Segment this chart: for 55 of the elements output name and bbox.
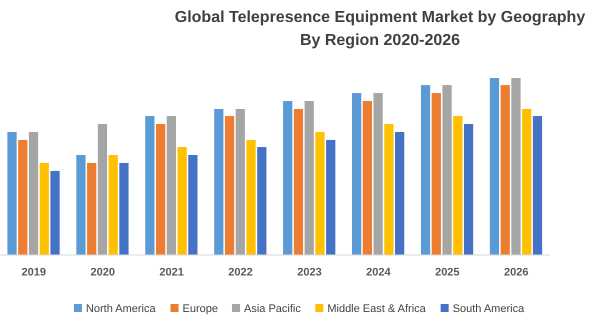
bar: [156, 124, 166, 255]
bar: [166, 116, 176, 255]
x-tick-label: 2020: [90, 266, 115, 279]
bar: [315, 132, 325, 255]
legend-label: North America: [86, 303, 156, 315]
x-tick-label: 2021: [159, 266, 184, 279]
x-tick-label: 2023: [297, 266, 322, 279]
bar: [352, 93, 362, 255]
bar: [374, 93, 383, 255]
bar: [304, 101, 314, 255]
bar: [188, 154, 198, 255]
bar: [257, 147, 266, 255]
bar: [442, 85, 452, 255]
bar: [214, 108, 224, 255]
legend-label: Asia Pacific: [244, 303, 302, 315]
bar: [395, 132, 404, 255]
bar: [326, 140, 336, 255]
x-tick-label: 2019: [22, 266, 46, 279]
bar: [283, 101, 292, 255]
chart-title: Global Telepresence Equipment Market by Geography: [174, 9, 586, 26]
bar: [40, 162, 49, 255]
bar: [490, 78, 500, 255]
legend-label: South America: [452, 303, 526, 315]
bar: [532, 116, 542, 255]
x-tick-label: 2025: [435, 266, 460, 279]
bar: [108, 154, 118, 255]
bar: [98, 124, 108, 255]
bar: [294, 108, 304, 255]
bar: [246, 140, 256, 255]
bar: [384, 124, 394, 255]
bar: [224, 116, 234, 255]
legend-label: Europe: [182, 303, 218, 315]
bar: [76, 154, 86, 255]
bar: [145, 116, 154, 255]
bar: [119, 162, 129, 255]
bar: [464, 124, 474, 255]
bar: [177, 147, 187, 255]
legend-label: Middle East & Africa: [327, 303, 427, 315]
bar: [432, 93, 441, 255]
x-tick-label: 2022: [228, 266, 253, 279]
bar: [522, 108, 532, 255]
bar: [236, 108, 245, 255]
bar: [28, 132, 38, 255]
bar: [420, 85, 430, 255]
bar: [362, 101, 372, 255]
x-tick-label: 2026: [504, 266, 528, 279]
bar: [18, 140, 28, 255]
bar: [87, 162, 96, 255]
bar: [7, 132, 17, 255]
bar: [453, 116, 462, 255]
bar: [500, 85, 510, 255]
chart-subtitle: By Region 2020-2026: [300, 32, 460, 49]
bar: [50, 170, 60, 255]
bar: [511, 78, 521, 255]
x-tick-label: 2024: [366, 266, 392, 279]
